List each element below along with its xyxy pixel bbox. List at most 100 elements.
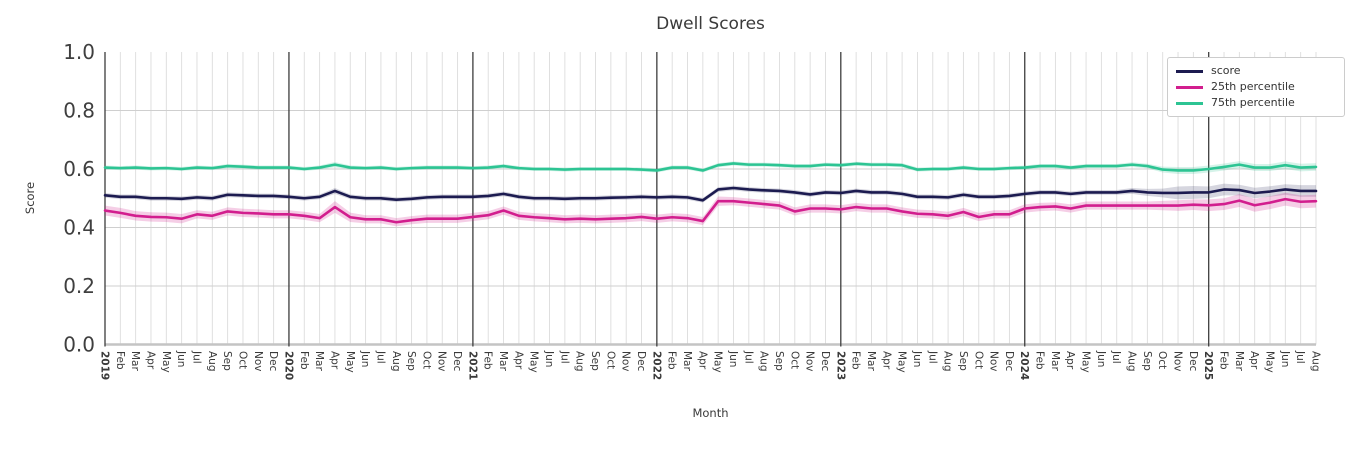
svg-text:Mar: Mar: [129, 351, 141, 371]
svg-text:Jul: Jul: [374, 350, 386, 364]
svg-text:Jul: Jul: [742, 350, 754, 364]
svg-text:Jul: Jul: [1110, 350, 1122, 364]
svg-text:Jun: Jun: [1279, 350, 1291, 367]
legend-label: score: [1211, 64, 1241, 77]
svg-text:Aug: Aug: [1310, 351, 1322, 372]
legend-item-25th-percentile: 25th percentile: [1176, 79, 1336, 95]
svg-text:Mar: Mar: [681, 351, 693, 371]
svg-text:Jun: Jun: [911, 350, 923, 367]
svg-text:Sep: Sep: [957, 351, 969, 371]
svg-text:Feb: Feb: [482, 351, 494, 370]
svg-text:2024: 2024: [1018, 351, 1030, 380]
svg-text:Nov: Nov: [1172, 351, 1184, 372]
svg-text:May: May: [1080, 351, 1092, 373]
legend-item-75th-percentile: 75th percentile: [1176, 95, 1336, 111]
svg-text:Sep: Sep: [773, 351, 785, 371]
svg-text:Sep: Sep: [221, 351, 233, 371]
y-tick-labels: 0.0 0.2 0.4 0.6 0.8 1.0: [63, 40, 95, 357]
svg-text:Aug: Aug: [1126, 351, 1138, 372]
svg-text:0.6: 0.6: [63, 157, 95, 181]
svg-text:Oct: Oct: [604, 351, 616, 369]
svg-text:Sep: Sep: [589, 351, 601, 371]
svg-text:Feb: Feb: [114, 351, 126, 370]
svg-text:Jul: Jul: [1294, 350, 1306, 364]
percentile25-line-icon: [1176, 85, 1203, 89]
svg-text:Mar: Mar: [313, 351, 325, 371]
svg-text:Oct: Oct: [788, 351, 800, 369]
series-line-2: [103, 162, 1318, 172]
svg-text:Mar: Mar: [1049, 351, 1061, 371]
score-line-icon: [1176, 69, 1203, 73]
svg-text:Apr: Apr: [1064, 351, 1076, 370]
svg-text:Apr: Apr: [1248, 351, 1260, 370]
chart-title: Dwell Scores: [656, 14, 765, 34]
svg-text:2022: 2022: [650, 351, 662, 380]
svg-text:Jun: Jun: [359, 350, 371, 367]
svg-text:Feb: Feb: [1218, 351, 1230, 370]
horizontal-gridlines: [105, 109, 1316, 346]
svg-text:May: May: [160, 351, 172, 373]
svg-text:Apr: Apr: [880, 351, 892, 370]
svg-text:Aug: Aug: [758, 351, 770, 372]
svg-text:2025: 2025: [1202, 351, 1214, 380]
svg-text:Apr: Apr: [328, 351, 340, 370]
svg-text:May: May: [344, 351, 356, 373]
svg-text:Jun: Jun: [543, 350, 555, 367]
svg-text:Feb: Feb: [850, 351, 862, 370]
svg-text:Aug: Aug: [942, 351, 954, 372]
series-line-0: [103, 186, 1318, 202]
x-axis-label: Month: [692, 406, 729, 420]
legend-label: 25th percentile: [1211, 80, 1295, 93]
series-band-0: [105, 183, 1316, 203]
legend-label: 75th percentile: [1211, 96, 1295, 109]
svg-text:Mar: Mar: [497, 351, 509, 371]
svg-text:Oct: Oct: [972, 351, 984, 369]
svg-text:Jun: Jun: [1095, 350, 1107, 367]
svg-text:Nov: Nov: [252, 351, 264, 372]
svg-text:Feb: Feb: [1034, 351, 1046, 370]
svg-text:0.8: 0.8: [63, 99, 95, 123]
svg-text:Nov: Nov: [436, 351, 448, 372]
svg-text:0.2: 0.2: [63, 274, 95, 298]
svg-text:Dec: Dec: [635, 351, 647, 372]
svg-text:Feb: Feb: [666, 351, 678, 370]
svg-text:Aug: Aug: [390, 351, 402, 372]
svg-text:Oct: Oct: [236, 351, 248, 369]
svg-text:Oct: Oct: [1156, 351, 1168, 369]
svg-text:Oct: Oct: [420, 351, 432, 369]
percentile75-line-icon: [1176, 101, 1203, 105]
svg-text:Apr: Apr: [696, 351, 708, 370]
svg-text:May: May: [1264, 351, 1276, 373]
svg-text:2020: 2020: [282, 351, 294, 380]
svg-text:Mar: Mar: [865, 351, 877, 371]
svg-text:Jun: Jun: [727, 350, 739, 367]
svg-text:Jul: Jul: [190, 350, 202, 364]
svg-text:Aug: Aug: [206, 351, 218, 372]
svg-text:Sep: Sep: [405, 351, 417, 371]
legend-item-score: score: [1176, 63, 1336, 79]
svg-text:Dec: Dec: [1003, 351, 1015, 372]
svg-text:Nov: Nov: [804, 351, 816, 372]
svg-text:May: May: [712, 351, 724, 373]
svg-text:2019: 2019: [99, 351, 111, 380]
svg-text:May: May: [896, 351, 908, 373]
svg-text:Mar: Mar: [1233, 351, 1245, 371]
svg-text:Dec: Dec: [267, 351, 279, 372]
svg-text:Jul: Jul: [558, 350, 570, 364]
svg-text:Aug: Aug: [574, 351, 586, 372]
svg-text:Dec: Dec: [451, 351, 463, 372]
svg-text:2021: 2021: [466, 351, 478, 380]
legend: score 25th percentile 75th percentile: [1167, 57, 1345, 117]
svg-text:Jun: Jun: [175, 350, 187, 367]
svg-text:Apr: Apr: [144, 351, 156, 370]
svg-text:Dec: Dec: [819, 351, 831, 372]
svg-text:Sep: Sep: [1141, 351, 1153, 371]
series-line-1: [103, 197, 1318, 224]
svg-text:0.4: 0.4: [63, 216, 95, 240]
svg-text:Jul: Jul: [926, 350, 938, 364]
svg-text:Nov: Nov: [988, 351, 1000, 372]
svg-text:1.0: 1.0: [63, 40, 95, 64]
svg-text:0.0: 0.0: [63, 333, 95, 357]
